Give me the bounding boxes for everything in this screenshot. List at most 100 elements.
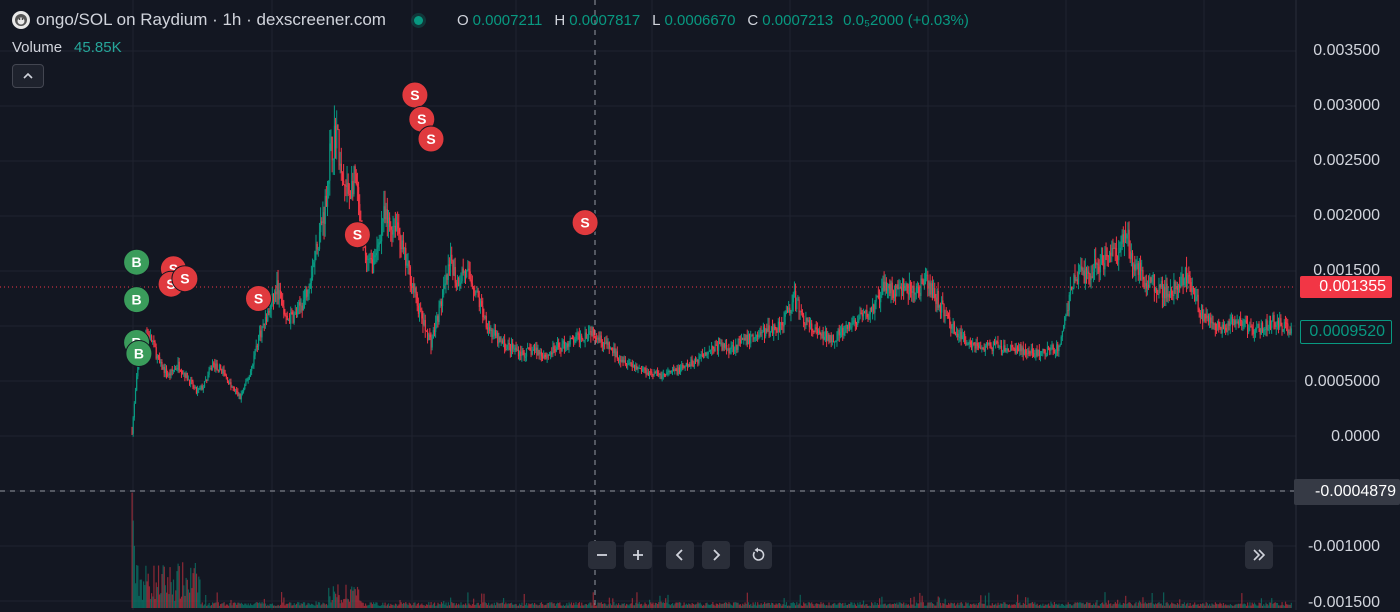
volume-bar — [898, 602, 900, 608]
volume-bar — [737, 602, 739, 608]
volume-bar — [768, 602, 770, 608]
candle-body — [801, 312, 804, 316]
volume-bar — [887, 604, 889, 608]
volume-bar — [705, 603, 707, 608]
volume-bar — [1180, 605, 1182, 608]
candle-body — [762, 326, 765, 332]
candle-body — [831, 340, 834, 343]
candle-body — [1099, 264, 1101, 273]
zoom-out-button[interactable] — [588, 541, 616, 569]
volume-bar — [815, 603, 817, 608]
candle-body — [899, 287, 901, 289]
volume-bar — [547, 602, 549, 608]
candle-body — [396, 222, 398, 232]
candle-body — [643, 368, 645, 370]
volume-bar — [957, 602, 959, 608]
candle-body — [709, 350, 712, 352]
candle-body — [419, 308, 421, 314]
volume-bar — [565, 605, 567, 608]
volume-bar — [1051, 603, 1053, 608]
candle-body — [870, 307, 873, 312]
candle-body — [631, 363, 633, 368]
signal-label: S — [166, 276, 175, 292]
volume-bar — [318, 602, 321, 608]
volume-bar — [225, 604, 227, 608]
volume-bar — [1112, 604, 1114, 608]
volume-bar — [594, 605, 597, 608]
candle-body — [736, 344, 738, 350]
volume-bar — [425, 604, 428, 608]
volume-bar — [237, 602, 239, 608]
scroll-left-button[interactable] — [666, 541, 694, 569]
volume-bar — [706, 602, 708, 608]
volume-bar — [235, 602, 237, 608]
candle-body — [199, 387, 201, 389]
candle-body — [706, 354, 708, 356]
candle-body — [889, 283, 891, 294]
candle-body — [846, 324, 848, 329]
volume-bar — [934, 605, 936, 608]
volume-bar — [439, 604, 441, 608]
volume-bar — [1161, 605, 1164, 608]
volume-bar — [880, 604, 882, 608]
volume-bar — [701, 605, 704, 608]
volume-bar — [167, 577, 169, 608]
volume-bar — [1227, 604, 1229, 608]
volume-bar — [524, 604, 526, 608]
volume-bar — [299, 605, 301, 608]
volume-bar — [570, 602, 572, 608]
volume-bar — [374, 603, 376, 608]
volume-bar — [382, 602, 384, 608]
candle-body — [1042, 349, 1044, 352]
volume-bar — [279, 604, 282, 608]
volume-bar — [386, 604, 388, 608]
candle-body — [455, 282, 457, 287]
volume-bar — [728, 602, 730, 608]
candle-body — [960, 331, 962, 340]
candle-body — [681, 364, 683, 369]
candle-body — [318, 232, 321, 250]
volume-bar — [408, 602, 410, 608]
scroll-right-button[interactable] — [702, 541, 730, 569]
volume-bar — [1094, 605, 1096, 608]
candle-body — [433, 330, 436, 332]
volume-bar — [801, 605, 804, 608]
candle-body — [629, 362, 631, 364]
volume-bar — [1053, 602, 1055, 608]
candle-body — [1268, 320, 1271, 329]
volume-bar — [202, 605, 204, 608]
volume-bar — [1263, 604, 1265, 608]
collapse-legend-button[interactable] — [12, 64, 44, 88]
volume-bar — [916, 603, 919, 608]
candle-body — [344, 184, 346, 186]
candle-body — [355, 173, 357, 185]
scroll-to-realtime-button[interactable] — [1245, 541, 1273, 569]
reset-chart-button[interactable] — [744, 541, 772, 569]
volume-bar — [928, 602, 930, 608]
volume-bar — [833, 603, 835, 608]
candle-body — [359, 204, 361, 222]
candle-body — [1130, 253, 1133, 260]
volume-bar — [607, 604, 609, 608]
zoom-in-button[interactable] — [624, 541, 652, 569]
volume-bar — [806, 605, 808, 608]
volume-bar — [460, 602, 462, 608]
volume-bar — [753, 604, 755, 608]
candle-body — [1278, 320, 1280, 328]
candle-body — [226, 377, 229, 383]
volume-bar — [627, 604, 629, 608]
candle-body — [992, 342, 995, 352]
volume-bar — [912, 604, 914, 608]
candle-body — [1289, 332, 1291, 334]
volume-bar — [445, 602, 447, 608]
candle-body — [468, 268, 470, 272]
volume-bar — [1037, 605, 1039, 608]
volume-bar — [1255, 604, 1257, 608]
volume-bar — [670, 604, 673, 608]
candle-body — [991, 347, 993, 352]
candle-body — [244, 384, 246, 390]
volume-bar — [831, 604, 834, 608]
volume-bar — [1111, 605, 1113, 608]
volume-bar — [466, 605, 468, 608]
